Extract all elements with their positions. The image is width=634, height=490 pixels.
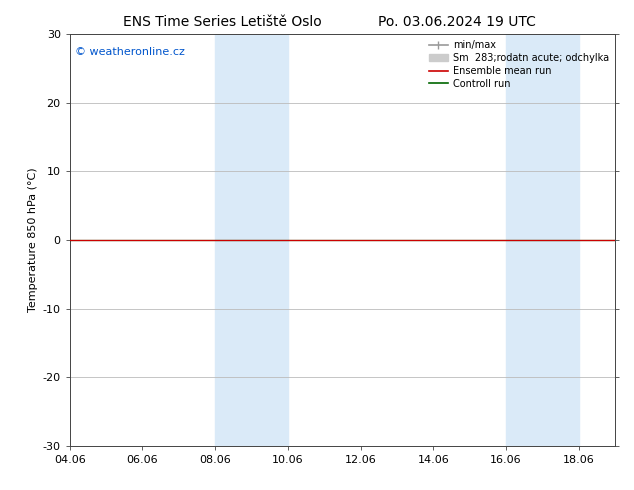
Legend: min/max, Sm  283;rodatn acute; odchylka, Ensemble mean run, Controll run: min/max, Sm 283;rodatn acute; odchylka, … [425,36,613,93]
Text: © weatheronline.cz: © weatheronline.cz [75,47,185,57]
Y-axis label: Temperature 850 hPa (°C): Temperature 850 hPa (°C) [29,168,39,313]
Bar [215,34,288,446]
Text: Po. 03.06.2024 19 UTC: Po. 03.06.2024 19 UTC [377,15,536,29]
Bar [506,34,579,446]
Text: ENS Time Series Letiště Oslo: ENS Time Series Letiště Oslo [122,15,321,29]
